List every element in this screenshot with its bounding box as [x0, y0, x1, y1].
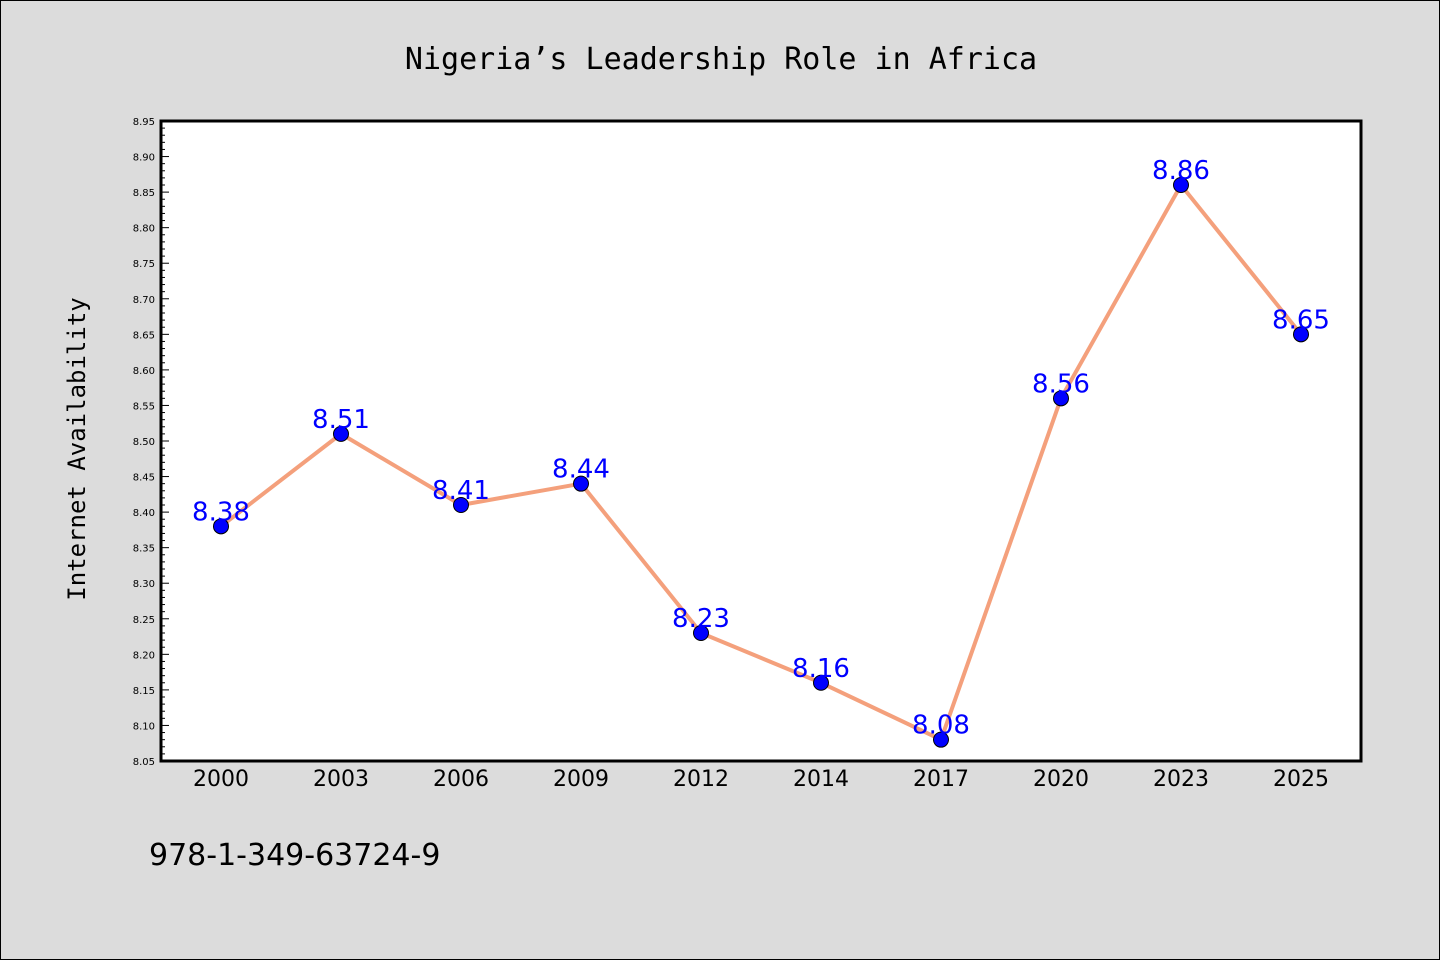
data-point-marker [813, 674, 829, 691]
y-tick-label: 8.50 [133, 437, 155, 448]
y-tick-label: 8.60 [133, 366, 155, 377]
y-tick-label: 8.65 [133, 330, 155, 341]
y-tick-label: 8.40 [133, 508, 155, 519]
y-tick-label: 8.45 [133, 473, 155, 484]
data-point-marker [1053, 390, 1069, 407]
x-tick-label: 2025 [1273, 767, 1329, 792]
data-point-marker [1173, 177, 1189, 193]
footer-isbn-text: 978-1-349-63724-9 [149, 838, 440, 873]
data-point-marker [453, 497, 469, 513]
x-tick-label: 2014 [793, 767, 849, 792]
series-line [219, 183, 1303, 742]
data-point-label: 8.41 [432, 476, 490, 506]
data-point-label: 8.23 [672, 604, 730, 634]
y-tick-label: 8.20 [133, 650, 155, 661]
y-tick-label: 8.70 [133, 295, 155, 306]
y-tick-label: 8.90 [133, 153, 155, 164]
data-marker-group [213, 177, 1309, 748]
x-tick-label: 2003 [313, 767, 369, 792]
y-tick-label: 8.35 [133, 544, 155, 555]
x-tick-label: 2000 [193, 767, 249, 792]
data-point-label: 8.65 [1272, 305, 1330, 335]
y-tick-label: 8.55 [133, 401, 155, 412]
data-point-marker [693, 625, 709, 641]
y-axis-label: Internet Availability [63, 297, 91, 600]
y-tick-label: 8.95 [133, 117, 155, 128]
x-axis-ticks: 2000 2003 2006 2009 2012 2014 2017 2020 2023 2025 [193, 767, 1329, 792]
data-label-group: 8.38 8.51 8.41 8.44 8.23 8.16 8.08 8.56 8.86 8.65 [192, 156, 1330, 741]
data-point-label: 8.08 [912, 711, 970, 741]
x-tick-label: 2023 [1153, 767, 1209, 792]
x-tick-label: 2006 [433, 767, 489, 792]
data-point-marker [933, 731, 949, 748]
y-tick-label: 8.10 [133, 721, 155, 732]
data-point-label: 8.44 [552, 455, 610, 485]
y-tick-label: 8.05 [133, 757, 155, 768]
y-tick-label: 8.85 [133, 188, 155, 199]
data-point-label: 8.56 [1032, 369, 1090, 399]
data-point-label: 8.51 [312, 405, 370, 435]
y-tick-label: 8.25 [133, 615, 155, 626]
y-tick-label: 8.75 [133, 259, 155, 270]
x-tick-label: 2009 [553, 767, 609, 792]
y-tick-label: 8.15 [133, 686, 155, 697]
data-point-marker [1293, 326, 1309, 343]
series-line-group [219, 183, 1303, 742]
data-point-label: 8.16 [792, 654, 850, 684]
x-tick-label: 2017 [913, 767, 969, 792]
data-point-marker [213, 518, 229, 535]
plot-area [159, 119, 1363, 763]
data-point-marker [333, 425, 349, 442]
x-tick-label: 2012 [673, 767, 729, 792]
data-point-marker [573, 475, 589, 492]
data-point-label: 8.38 [192, 497, 250, 527]
y-tick-label: 8.80 [133, 224, 155, 235]
data-point-label: 8.86 [1152, 156, 1210, 186]
y-axis-ticks: 8.05 8.10 8.15 8.20 8.25 8.30 8.35 8.40 8.45 8.50… [133, 117, 169, 768]
x-tick-label: 2020 [1033, 767, 1089, 792]
chart-title: Nigeria’s Leadership Role in Africa [405, 42, 1037, 77]
y-tick-label: 8.30 [133, 579, 155, 590]
